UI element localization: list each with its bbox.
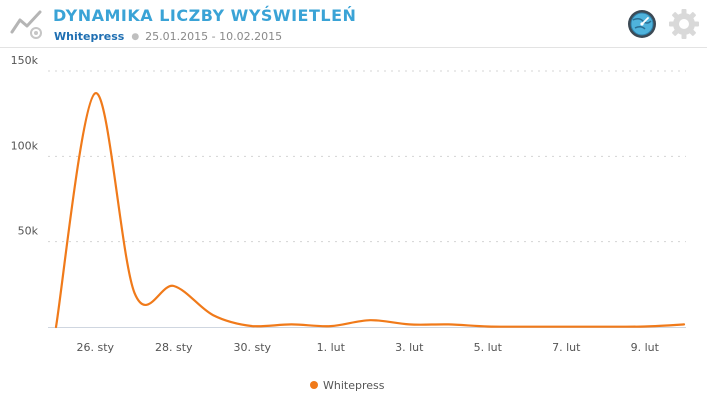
- date-range: 25.01.2015 - 10.02.2015: [145, 30, 283, 43]
- x-tick-label: 1. lut: [317, 341, 346, 354]
- x-tick-label: 9. lut: [631, 341, 660, 354]
- x-tick-label: 28. sty: [155, 341, 193, 354]
- x-tick-label: 3. lut: [395, 341, 424, 354]
- views-line-chart: 50k 100k 150k 26. sty 28. sty 30. sty 1. lut 3…: [11, 54, 686, 392]
- legend-label: Whitepress: [323, 379, 385, 392]
- x-tick-label: 26. sty: [76, 341, 114, 354]
- subtitle: Whitepress ● 25.01.2015 - 10.02.2015: [54, 30, 282, 43]
- separator-dot: ●: [131, 32, 140, 42]
- gear-icon[interactable]: [668, 8, 700, 40]
- legend-marker: [310, 381, 318, 389]
- globe-icon[interactable]: [627, 9, 657, 39]
- y-tick-label: 150k: [11, 54, 39, 67]
- page-title: DYNAMIKA LICZBY WYŚWIETLEŃ: [53, 6, 357, 25]
- x-axis-ticks: 26. sty 28. sty 30. sty 1. lut 3. lut 5. lut 7…: [76, 341, 659, 354]
- y-tick-label: 50k: [18, 225, 39, 238]
- grid-lines: [48, 70, 686, 243]
- legend[interactable]: Whitepress: [310, 379, 385, 392]
- brand-label: Whitepress: [54, 30, 125, 43]
- y-axis-ticks: 50k 100k 150k: [11, 54, 39, 238]
- line-chart-icon: [10, 10, 42, 39]
- header-bar: DYNAMIKA LICZBY WYŚWIETLEŃ Whitepress ● 25…: [0, 0, 707, 48]
- series-line-whitepress: [54, 92, 686, 329]
- x-tick-label: 5. lut: [474, 341, 503, 354]
- x-tick-label: 30. sty: [233, 341, 271, 354]
- y-tick-label: 100k: [11, 139, 39, 152]
- x-tick-label: 7. lut: [552, 341, 581, 354]
